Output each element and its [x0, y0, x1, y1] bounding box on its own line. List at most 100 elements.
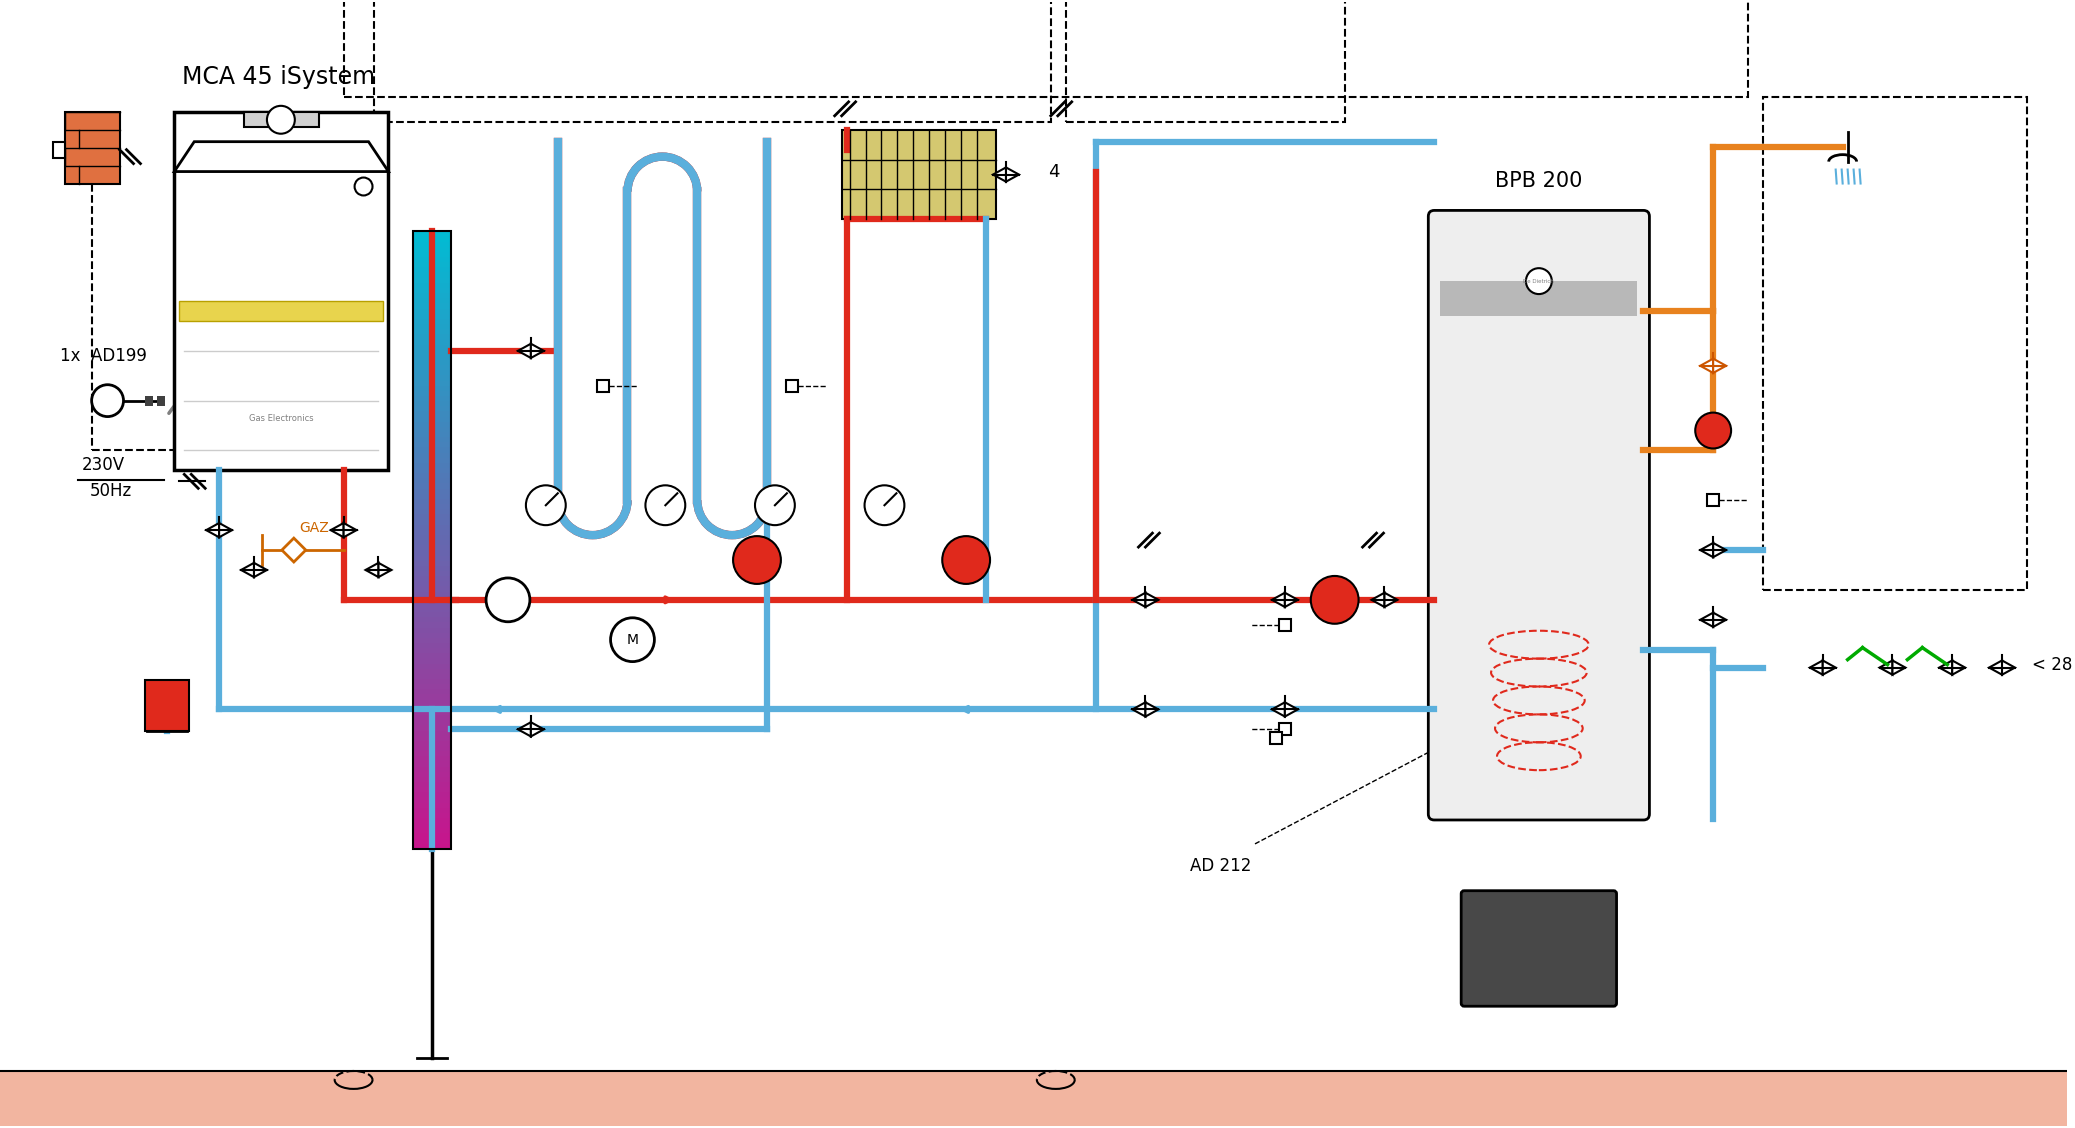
Bar — [413, 246, 450, 252]
Bar — [145, 396, 154, 406]
Bar — [598, 380, 608, 391]
Bar — [413, 314, 450, 319]
Bar — [413, 653, 450, 659]
Bar — [413, 818, 450, 823]
Bar — [413, 416, 450, 422]
Bar — [413, 272, 450, 277]
Bar — [413, 684, 450, 689]
Bar — [413, 374, 450, 380]
Polygon shape — [1145, 703, 1158, 716]
Bar — [413, 673, 450, 679]
Text: De Dietrich: De Dietrich — [1523, 279, 1554, 283]
Bar — [413, 627, 450, 633]
Polygon shape — [174, 142, 388, 171]
Bar — [413, 493, 450, 499]
Bar — [413, 565, 450, 571]
Bar — [413, 360, 450, 365]
Bar — [413, 802, 450, 808]
Polygon shape — [1384, 592, 1396, 607]
Bar — [413, 750, 450, 756]
Bar — [413, 318, 450, 324]
Bar — [413, 637, 450, 643]
Bar — [413, 647, 450, 653]
Bar — [786, 380, 797, 391]
Bar — [413, 473, 450, 478]
Polygon shape — [1940, 661, 1953, 675]
Bar — [413, 390, 450, 396]
Circle shape — [525, 485, 566, 526]
Bar — [1278, 619, 1291, 631]
Bar — [413, 710, 450, 715]
Circle shape — [732, 536, 780, 584]
Polygon shape — [1714, 359, 1726, 373]
Bar — [413, 457, 450, 462]
Polygon shape — [1284, 592, 1297, 607]
Bar — [413, 838, 450, 844]
Bar — [413, 740, 450, 746]
Circle shape — [645, 485, 685, 526]
Bar — [413, 776, 450, 782]
Bar — [413, 447, 450, 452]
Bar — [413, 386, 450, 391]
FancyBboxPatch shape — [145, 679, 189, 731]
Bar — [413, 585, 450, 591]
Text: Gas Electronics: Gas Electronics — [249, 414, 313, 423]
Bar — [413, 535, 450, 540]
Bar — [413, 303, 450, 309]
Bar — [413, 792, 450, 797]
Bar — [413, 344, 450, 350]
Bar — [413, 406, 450, 412]
Bar — [413, 607, 450, 613]
Bar — [413, 338, 450, 344]
Bar — [413, 575, 450, 581]
Polygon shape — [531, 722, 544, 737]
Polygon shape — [344, 523, 357, 537]
Bar — [413, 292, 450, 298]
Text: MCA 45 iSystem: MCA 45 iSystem — [183, 65, 376, 89]
Bar — [413, 699, 450, 705]
Polygon shape — [205, 523, 220, 537]
Bar — [413, 796, 450, 802]
Bar — [413, 442, 450, 448]
Bar — [413, 668, 450, 673]
Text: 4: 4 — [1048, 162, 1060, 180]
Circle shape — [91, 385, 124, 416]
Polygon shape — [253, 563, 268, 578]
Bar — [413, 730, 450, 735]
Bar — [413, 452, 450, 458]
Polygon shape — [365, 563, 378, 578]
Text: BPB 200: BPB 200 — [1496, 170, 1583, 191]
Bar — [413, 308, 450, 314]
Bar — [413, 277, 450, 283]
Bar — [413, 478, 450, 484]
Polygon shape — [1284, 703, 1297, 716]
Polygon shape — [1809, 661, 1822, 675]
Bar — [1278, 723, 1291, 735]
Bar — [413, 782, 450, 787]
Polygon shape — [1145, 592, 1158, 607]
Bar — [413, 364, 450, 370]
Bar — [413, 714, 450, 720]
Circle shape — [755, 485, 795, 526]
Polygon shape — [1272, 592, 1284, 607]
Bar — [413, 529, 450, 535]
Bar — [413, 756, 450, 761]
Bar — [413, 746, 450, 751]
Bar — [413, 262, 450, 267]
Polygon shape — [282, 538, 305, 562]
Polygon shape — [1699, 613, 1714, 627]
Bar — [842, 130, 996, 219]
Bar — [413, 766, 450, 772]
Bar — [413, 658, 450, 663]
Bar — [413, 467, 450, 473]
Bar — [413, 539, 450, 545]
Polygon shape — [330, 523, 344, 537]
Bar — [413, 252, 450, 257]
Bar — [1440, 281, 1637, 316]
Bar — [413, 231, 450, 849]
Polygon shape — [519, 722, 531, 737]
Polygon shape — [1822, 661, 1836, 675]
Bar — [413, 432, 450, 438]
Bar — [413, 509, 450, 514]
Circle shape — [942, 536, 990, 584]
